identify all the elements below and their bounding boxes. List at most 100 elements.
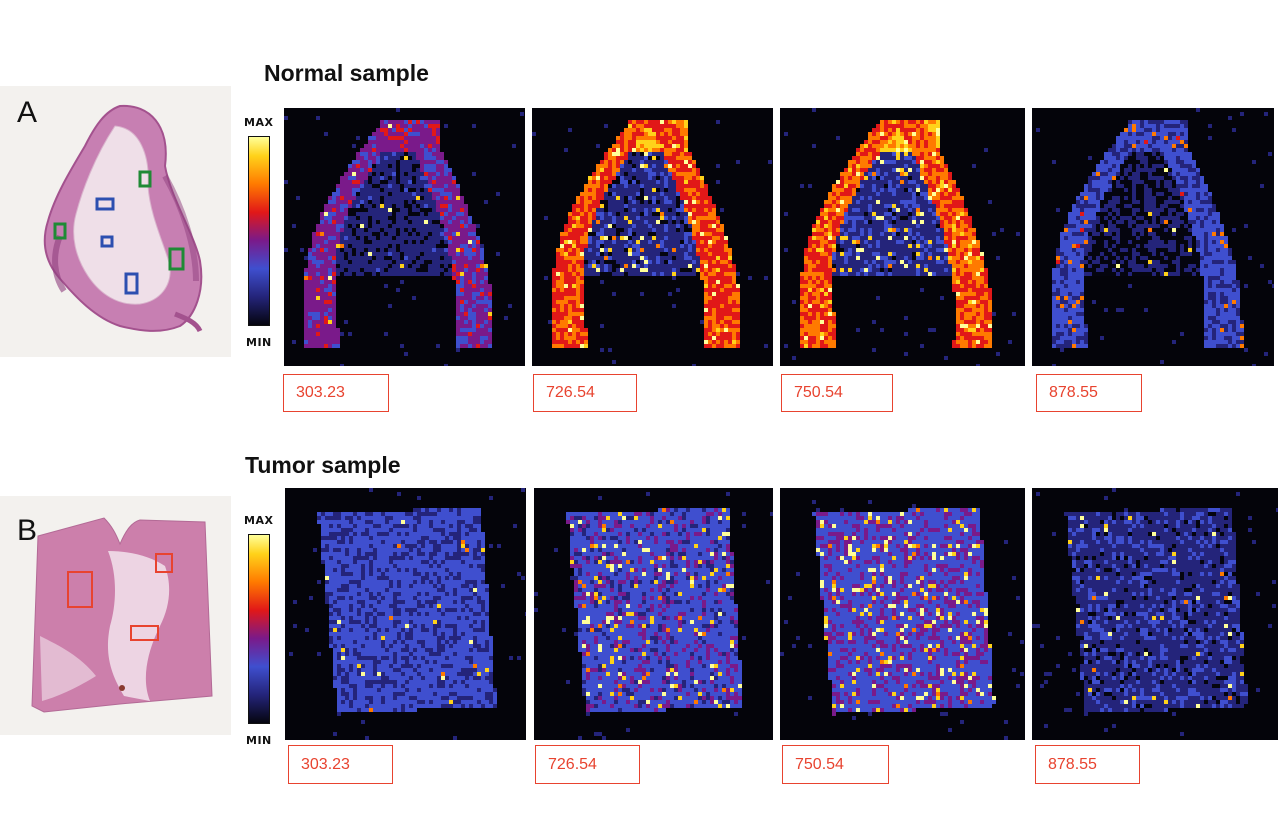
ion-pixel: [392, 220, 396, 224]
ion-pixel: [592, 204, 596, 208]
ion-pixel: [724, 324, 728, 328]
ion-pixel: [944, 212, 948, 216]
ion-pixel: [412, 264, 416, 268]
ion-pixel: [644, 188, 648, 192]
ion-pixel: [832, 220, 836, 224]
ion-pixel: [724, 292, 728, 296]
ion-pixel: [696, 236, 700, 240]
ion-pixel: [716, 256, 720, 260]
ion-pixel: [656, 128, 660, 132]
ion-pixel: [908, 232, 912, 236]
ion-pixel: [956, 248, 960, 252]
ion-pixel: [668, 168, 672, 172]
ion-pixel: [832, 236, 836, 240]
ion-pixel: [912, 248, 916, 252]
ion-pixel: [728, 324, 732, 328]
ion-pixel: [672, 176, 676, 180]
ion-pixel: [804, 328, 808, 332]
ion-pixel: [872, 148, 876, 152]
ion-pixel: [444, 192, 448, 196]
ion-pixel: [836, 212, 840, 216]
ion-pixel: [588, 196, 592, 200]
ion-pixel: [372, 136, 376, 140]
ion-pixel: [460, 200, 464, 204]
ion-pixel: [720, 328, 724, 332]
ion-pixel: [580, 252, 584, 256]
ion-pixel: [876, 260, 880, 264]
ion-pixel: [880, 236, 884, 240]
ion-pixel: [900, 144, 904, 148]
ion-pixel: [324, 288, 328, 292]
ion-pixel: [712, 296, 716, 300]
ion-pixel: [928, 124, 932, 128]
ion-pixel: [364, 240, 368, 244]
ion-pixel: [960, 240, 964, 244]
ion-pixel: [620, 224, 624, 228]
ion-pixel: [580, 264, 584, 268]
ion-pixel: [352, 260, 356, 264]
ion-pixel: [716, 288, 720, 292]
ion-pixel: [876, 152, 880, 156]
ion-pixel: [952, 264, 956, 268]
ion-pixel: [976, 364, 980, 366]
ion-pixel: [844, 216, 848, 220]
ion-pixel: [884, 156, 888, 160]
ion-pixel: [664, 140, 668, 144]
ion-pixel: [580, 308, 584, 312]
ion-pixel: [384, 132, 388, 136]
ion-pixel: [900, 232, 904, 236]
ion-pixel: [580, 280, 584, 284]
ion-pixel: [820, 260, 824, 264]
ion-pixel: [956, 204, 960, 208]
ion-pixel: [476, 308, 480, 312]
ion-pixel: [636, 212, 640, 216]
ion-pixel: [308, 332, 312, 336]
ion-pixel: [876, 144, 880, 148]
ion-pixel: [936, 260, 940, 264]
ion-pixel: [668, 252, 672, 256]
ion-pixel: [452, 192, 456, 196]
ion-pixel: [812, 268, 816, 272]
ion-pixel: [484, 300, 488, 304]
ion-pixel: [388, 208, 392, 212]
ion-pixel: [932, 252, 936, 256]
ion-pixel: [604, 256, 608, 260]
ion-pixel: [324, 208, 328, 212]
ion-pixel: [380, 244, 384, 248]
ion-pixel: [336, 260, 340, 264]
ion-pixel: [700, 184, 704, 188]
ion-pixel: [932, 168, 936, 172]
ion-pixel: [896, 220, 900, 224]
ion-pixel: [412, 176, 416, 180]
ion-pixel: [308, 296, 312, 300]
ion-pixel: [808, 240, 812, 244]
ion-pixel: [440, 248, 444, 252]
ion-pixel: [656, 236, 660, 240]
ion-pixel: [896, 228, 900, 232]
ion-pixel: [960, 244, 964, 248]
ion-pixel: [868, 264, 872, 268]
ion-pixel: [336, 232, 340, 236]
ion-pixel: [848, 248, 852, 252]
ion-pixel: [980, 328, 984, 332]
ion-pixel: [700, 272, 704, 276]
ion-pixel: [888, 140, 892, 144]
ion-pixel: [480, 324, 484, 328]
ion-pixel: [608, 204, 612, 208]
ion-pixel: [924, 264, 928, 268]
ion-pixel: [928, 156, 932, 160]
ion-pixel: [944, 172, 948, 176]
ion-pixel: [660, 252, 664, 256]
ion-pixel: [900, 132, 904, 136]
ion-pixel: [600, 200, 604, 204]
ion-pixel: [700, 240, 704, 244]
ion-pixel: [920, 176, 924, 180]
ion-pixel: [864, 228, 868, 232]
ion-pixel: [316, 232, 320, 236]
ion-pixel: [412, 252, 416, 256]
ion-pixel: [352, 216, 356, 220]
ion-pixel: [392, 256, 396, 260]
ion-pixel: [944, 256, 948, 260]
ion-pixel: [892, 220, 896, 224]
ion-pixel: [432, 172, 436, 176]
